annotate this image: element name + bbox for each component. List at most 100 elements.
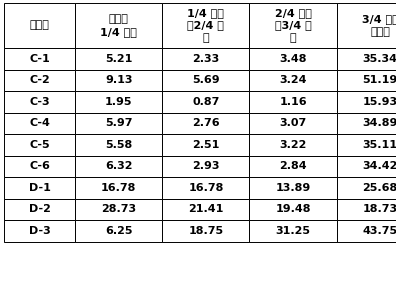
Text: D-1: D-1 [29, 183, 51, 193]
Text: 28.73: 28.73 [101, 204, 136, 215]
Bar [162, 220, 249, 242]
Text: 18.73: 18.73 [363, 204, 396, 215]
Text: 16.78: 16.78 [188, 183, 224, 193]
Text: 16.78: 16.78 [101, 183, 137, 193]
Bar [4, 220, 75, 242]
Text: 2/4 半径
到3/4 半
径: 2/4 半径 到3/4 半 径 [274, 8, 312, 43]
Text: 3.07: 3.07 [280, 118, 307, 128]
Bar [337, 91, 396, 113]
Bar [337, 156, 396, 177]
Text: 43.75: 43.75 [363, 226, 396, 236]
Bar [249, 70, 337, 91]
Text: 5.97: 5.97 [105, 118, 133, 128]
Bar [249, 91, 337, 113]
Bar [4, 48, 75, 70]
Text: 25.68: 25.68 [362, 183, 396, 193]
Bar [75, 156, 162, 177]
Bar [4, 199, 75, 220]
Text: 3/4 半径
到外表: 3/4 半径 到外表 [362, 14, 396, 37]
Text: C-3: C-3 [29, 97, 50, 107]
Text: 5.69: 5.69 [192, 75, 220, 85]
Bar [162, 156, 249, 177]
Text: 6.25: 6.25 [105, 226, 133, 236]
Text: 中心到
1/4 半径: 中心到 1/4 半径 [100, 14, 137, 37]
Bar [249, 156, 337, 177]
Bar [75, 199, 162, 220]
Bar [337, 113, 396, 134]
Bar [75, 91, 162, 113]
Text: 35.34: 35.34 [363, 54, 396, 64]
Text: 34.42: 34.42 [362, 161, 396, 171]
Bar [249, 134, 337, 156]
Bar [162, 134, 249, 156]
Text: D-3: D-3 [29, 226, 50, 236]
Text: C-1: C-1 [29, 54, 50, 64]
Bar [337, 199, 396, 220]
Text: 34.89: 34.89 [362, 118, 396, 128]
Bar [75, 70, 162, 91]
Bar [249, 48, 337, 70]
Bar [75, 134, 162, 156]
Text: 6.32: 6.32 [105, 161, 133, 171]
Text: 2.93: 2.93 [192, 161, 220, 171]
Bar [337, 3, 396, 48]
Text: 21.41: 21.41 [188, 204, 224, 215]
Bar [162, 113, 249, 134]
Text: 15.93: 15.93 [363, 97, 396, 107]
Bar [75, 177, 162, 199]
Text: 31.25: 31.25 [276, 226, 310, 236]
Bar [249, 199, 337, 220]
Text: 18.75: 18.75 [188, 226, 223, 236]
Bar [337, 177, 396, 199]
Bar [249, 220, 337, 242]
Text: 2.33: 2.33 [192, 54, 219, 64]
Bar [249, 177, 337, 199]
Text: 2.84: 2.84 [279, 161, 307, 171]
Text: 2.51: 2.51 [192, 140, 220, 150]
Bar [162, 177, 249, 199]
Text: 2.76: 2.76 [192, 118, 220, 128]
Text: 35.11: 35.11 [363, 140, 396, 150]
Bar [249, 3, 337, 48]
Text: C-4: C-4 [29, 118, 50, 128]
Bar [162, 3, 249, 48]
Bar [4, 134, 75, 156]
Bar [162, 199, 249, 220]
Bar [4, 113, 75, 134]
Bar [4, 156, 75, 177]
Bar [162, 70, 249, 91]
Text: 3.22: 3.22 [279, 140, 307, 150]
Text: 3.24: 3.24 [279, 75, 307, 85]
Bar [75, 48, 162, 70]
Bar [337, 134, 396, 156]
Bar [337, 220, 396, 242]
Text: 51.19: 51.19 [362, 75, 396, 85]
Bar [4, 177, 75, 199]
Text: 9.13: 9.13 [105, 75, 133, 85]
Bar [75, 3, 162, 48]
Bar [337, 48, 396, 70]
Bar [75, 220, 162, 242]
Bar [4, 91, 75, 113]
Bar [75, 113, 162, 134]
Text: 5.58: 5.58 [105, 140, 132, 150]
Text: 催化剂: 催化剂 [30, 20, 50, 31]
Text: D-2: D-2 [29, 204, 51, 215]
Text: 0.87: 0.87 [192, 97, 220, 107]
Text: 3.48: 3.48 [279, 54, 307, 64]
Text: C-5: C-5 [29, 140, 50, 150]
Text: 5.21: 5.21 [105, 54, 133, 64]
Bar [4, 3, 75, 48]
Text: C-6: C-6 [29, 161, 50, 171]
Text: C-2: C-2 [29, 75, 50, 85]
Text: 13.89: 13.89 [275, 183, 311, 193]
Bar [249, 113, 337, 134]
Bar [162, 91, 249, 113]
Text: 1.95: 1.95 [105, 97, 133, 107]
Bar [337, 70, 396, 91]
Text: 19.48: 19.48 [275, 204, 311, 215]
Bar [162, 48, 249, 70]
Text: 1/4 半径
到2/4 半
径: 1/4 半径 到2/4 半 径 [187, 8, 225, 43]
Text: 1.16: 1.16 [279, 97, 307, 107]
Bar [4, 70, 75, 91]
